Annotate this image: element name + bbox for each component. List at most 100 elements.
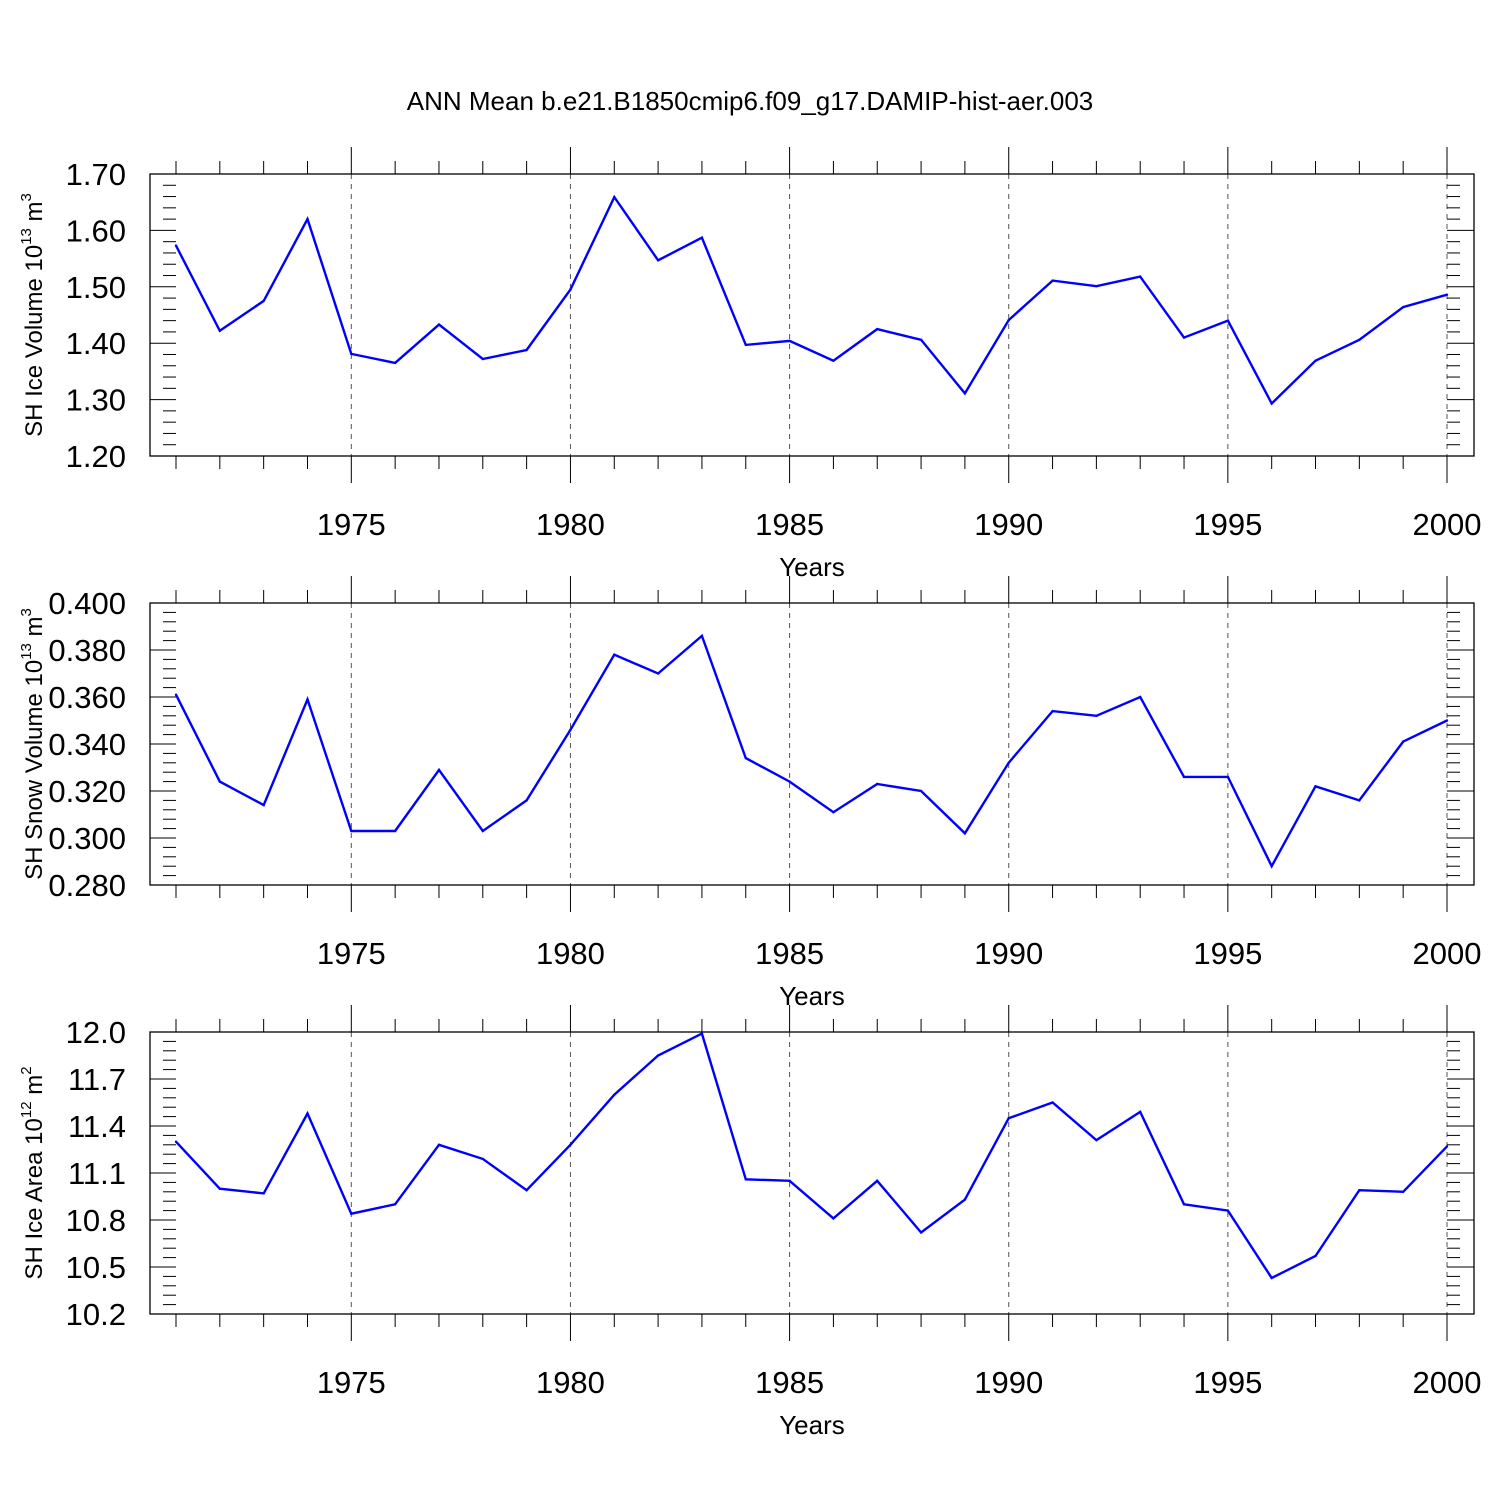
x-axis-label: Years <box>779 552 845 582</box>
y-tick-label: 0.280 <box>48 868 126 903</box>
data-point <box>262 299 265 303</box>
y-tick-label: 10.2 <box>66 1297 126 1332</box>
data-point <box>1007 318 1010 322</box>
data-point <box>832 359 835 362</box>
data-point <box>613 653 616 656</box>
data-point <box>481 829 484 833</box>
y-axis-label: SH Ice Volume 1013 m3 <box>18 193 48 437</box>
data-point <box>1226 1209 1230 1212</box>
data-point <box>350 352 353 356</box>
data-point <box>963 1198 967 1201</box>
data-point <box>613 195 616 199</box>
data-point <box>1270 402 1273 405</box>
data-point <box>174 244 178 247</box>
data-point <box>393 829 397 833</box>
data-point <box>1445 293 1449 296</box>
data-point <box>1139 1110 1142 1114</box>
series-line <box>175 1031 1448 1280</box>
data-point <box>1358 799 1361 802</box>
data-point <box>788 780 791 783</box>
data-point <box>1402 1190 1405 1194</box>
data-point <box>1358 1189 1361 1192</box>
x-tick-label: 1975 <box>317 1365 386 1400</box>
y-tick-label: 0.360 <box>48 680 126 715</box>
y-tick-label: 12.0 <box>66 1015 126 1050</box>
data-point <box>919 338 923 341</box>
data-point <box>700 236 704 239</box>
series-line <box>174 633 1448 869</box>
data-point <box>1314 1254 1317 1258</box>
x-tick-label: 1980 <box>536 1365 605 1400</box>
data-point <box>174 1140 178 1143</box>
x-tick-label: 1980 <box>536 507 605 542</box>
data-point <box>1095 1138 1098 1142</box>
x-tick-label: 1990 <box>974 507 1043 542</box>
y-axis-label: SH Snow Volume 1013 m3 <box>18 608 48 880</box>
data-point <box>744 343 747 347</box>
data-point <box>1402 305 1405 309</box>
data-point <box>1445 719 1449 722</box>
data-point <box>1358 338 1361 341</box>
data-point <box>218 780 221 783</box>
data-point <box>525 799 528 802</box>
plot-frame <box>149 602 1475 886</box>
data-point <box>788 1179 791 1183</box>
data-point <box>1051 1101 1054 1104</box>
data-point <box>306 1112 309 1115</box>
y-tick-label: 1.30 <box>66 383 126 418</box>
data-point <box>832 1217 835 1220</box>
data-point <box>1182 336 1186 339</box>
y-tick-label: 0.380 <box>48 633 126 668</box>
x-tick-label: 1980 <box>536 936 605 971</box>
data-point <box>744 756 747 760</box>
chart-panel-3: 10.2 10.5 10.8 11.1 11.4 11.7 12.0 1975 1980 1985… <box>18 1005 1481 1440</box>
y-tick-label: 1.70 <box>66 157 126 192</box>
data-point <box>437 323 441 326</box>
chart-panel-1: 1.20 1.30 1.40 1.50 1.60 1.70 1975 1980 1985 1990… <box>18 147 1481 582</box>
x-tick-label: 1975 <box>317 507 386 542</box>
data-point <box>569 288 572 291</box>
data-point <box>218 1187 221 1190</box>
data-point <box>481 1157 484 1161</box>
data-point <box>306 217 309 221</box>
y-tick-label: 0.400 <box>48 586 126 621</box>
data-point <box>262 803 265 807</box>
data-point <box>876 782 879 786</box>
data-point <box>525 1189 528 1192</box>
plot-frame <box>149 1031 1475 1315</box>
data-point <box>1095 285 1098 288</box>
y-tick-label: 1.40 <box>66 326 126 361</box>
data-point <box>832 811 835 814</box>
data-point <box>1270 865 1273 868</box>
data-point <box>262 1192 265 1195</box>
data-point <box>525 348 528 352</box>
x-tick-label: 2000 <box>1413 936 1482 971</box>
x-tick-label: 1995 <box>1193 936 1262 971</box>
x-tick-label: 1990 <box>974 936 1043 971</box>
data-point <box>700 634 704 638</box>
data-point <box>1182 1203 1186 1206</box>
x-tick-label: 2000 <box>1413 1365 1482 1400</box>
data-point <box>656 259 660 262</box>
data-point <box>306 698 309 701</box>
x-axis-label: Years <box>779 1410 845 1440</box>
data-point <box>1139 275 1142 278</box>
data-point <box>876 327 879 331</box>
data-point <box>481 357 484 361</box>
data-point <box>963 392 967 395</box>
data-point <box>350 1212 353 1215</box>
data-point <box>656 672 660 675</box>
x-tick-label: 1985 <box>755 936 824 971</box>
y-tick-label: 11.4 <box>68 1109 126 1144</box>
x-tick-label: 1985 <box>755 507 824 542</box>
x-axis-label: Years <box>779 981 845 1011</box>
x-tick-label: 1990 <box>974 1365 1043 1400</box>
y-tick-label: 1.50 <box>66 270 126 305</box>
x-tick-label: 1975 <box>317 936 386 971</box>
y-tick-label: 11.7 <box>68 1062 126 1097</box>
data-point <box>1007 1117 1010 1120</box>
data-point <box>1270 1276 1273 1280</box>
data-point <box>656 1054 660 1057</box>
data-point <box>963 832 967 835</box>
